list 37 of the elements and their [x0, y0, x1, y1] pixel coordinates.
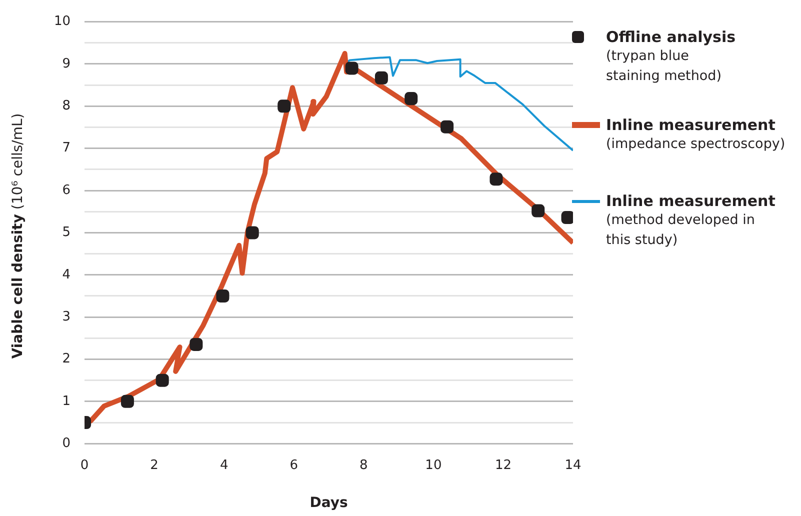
y-tick-label: 5 [62, 225, 71, 240]
point [216, 289, 230, 302]
legend-label: Inline measurement (method developed in this study) [606, 192, 776, 250]
point [278, 100, 291, 113]
y-tick-label: 6 [62, 182, 71, 198]
x-tick-label: 8 [360, 458, 368, 473]
point [120, 394, 134, 408]
y-tick-label: 10 [54, 14, 71, 30]
point [490, 172, 503, 186]
point [374, 71, 388, 84]
point [532, 204, 545, 218]
x-tick-label: 6 [290, 458, 298, 473]
y-tick-label: 9 [62, 56, 71, 72]
point [156, 374, 169, 387]
point [190, 338, 203, 351]
x-tick-label: 14 [564, 458, 582, 473]
point [345, 62, 358, 75]
y-axis-title: Viable cell density (10⁶ cells/mL) [10, 113, 26, 359]
x-tick-label: 0 [80, 458, 89, 473]
x-tick-label: 12 [494, 458, 512, 473]
legend-label: Offline analysis (trypan blue staining method) [606, 28, 736, 86]
point [404, 92, 418, 106]
x-axis-title: Days [310, 495, 348, 512]
x-tick-label: 4 [220, 458, 228, 473]
x-tick-label: 10 [425, 458, 442, 473]
x-tick-label: 2 [150, 458, 158, 473]
legend-label: Inline measurement (impedance spectroscopy) [606, 116, 786, 154]
y-tick-label: 3 [62, 309, 71, 324]
y-tick-label: 0 [62, 436, 71, 451]
y-tick-label: 1 [62, 394, 71, 409]
y-tick-label: 2 [62, 352, 71, 367]
point [440, 120, 454, 134]
y-tick-label: 4 [62, 267, 71, 282]
point [561, 211, 573, 224]
point [246, 226, 259, 240]
y-tick-label: 7 [62, 140, 71, 156]
y-tick-label: 8 [62, 98, 71, 114]
